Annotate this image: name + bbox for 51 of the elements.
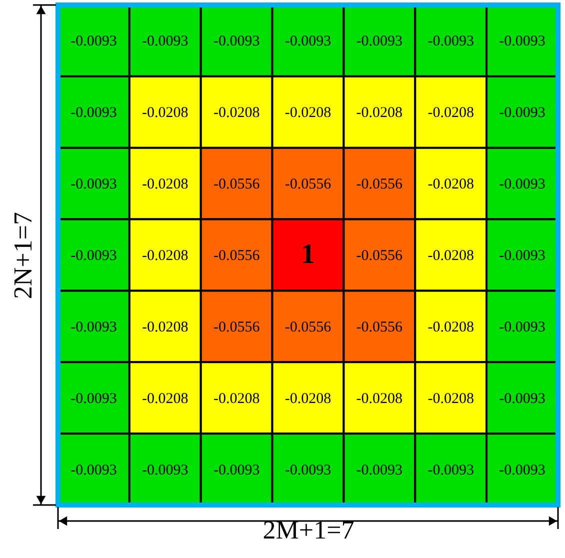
data-label: -0.0208 [142, 390, 188, 407]
data-label: -0.0093 [499, 248, 546, 264]
data-label: -0.0093 [499, 390, 546, 407]
data-label: -0.0093 [70, 34, 117, 50]
data-label: -0.0556 [213, 176, 260, 193]
data-label: -0.0093 [70, 462, 117, 478]
data-label: -0.0093 [213, 462, 260, 478]
data-label: -0.0093 [284, 462, 332, 478]
data-label: -0.0093 [213, 34, 260, 50]
data-label: -0.0556 [213, 319, 260, 336]
data-label: -0.0093 [70, 248, 117, 264]
data-label: -0.0208 [142, 176, 188, 193]
data-label: -0.0093 [142, 34, 188, 50]
data-label: -0.0208 [428, 319, 474, 336]
data-label: -0.0208 [356, 390, 403, 407]
data-label: -0.0093 [70, 319, 117, 336]
data-label: -0.0093 [70, 105, 117, 122]
data-label: -0.0093 [428, 462, 474, 478]
data-label: -0.0556 [213, 248, 260, 264]
data-label: -0.0208 [284, 105, 332, 122]
data-label: 1 [301, 239, 315, 270]
data-label: -0.0093 [499, 176, 546, 193]
data-label: -0.0093 [499, 105, 546, 122]
y-axis-title: 2N+1=7 [8, 212, 38, 300]
data-label: -0.0208 [284, 390, 332, 407]
data-label: -0.0208 [142, 319, 188, 336]
data-label: -0.0093 [499, 462, 546, 478]
data-label: -0.0093 [70, 176, 117, 193]
data-label: -0.0556 [356, 176, 404, 193]
data-label: -0.0093 [284, 34, 332, 50]
data-label: -0.0556 [356, 248, 404, 264]
data-label: -0.0208 [356, 105, 403, 122]
data-label: -0.0093 [142, 462, 188, 478]
data-label: -0.0208 [428, 390, 474, 407]
data-label: -0.0093 [70, 390, 117, 407]
data-label: -0.0093 [428, 34, 474, 50]
data-label: -0.0208 [428, 176, 474, 193]
data-label: -0.0208 [142, 105, 188, 122]
data-label: -0.0208 [213, 105, 260, 122]
data-label: -0.0093 [356, 462, 403, 478]
data-label: -0.0208 [213, 390, 260, 407]
data-label: -0.0208 [142, 248, 188, 264]
data-label: -0.0556 [284, 319, 332, 336]
data-label: -0.0093 [356, 34, 403, 50]
x-axis-title: 2M+1=7 [262, 516, 354, 544]
data-label: -0.0208 [428, 248, 474, 264]
data-label: -0.0208 [428, 105, 474, 122]
data-label: -0.0093 [499, 319, 546, 336]
data-label: -0.0556 [284, 176, 332, 193]
data-label: -0.0093 [499, 34, 546, 50]
data-label: -0.0556 [356, 319, 404, 336]
